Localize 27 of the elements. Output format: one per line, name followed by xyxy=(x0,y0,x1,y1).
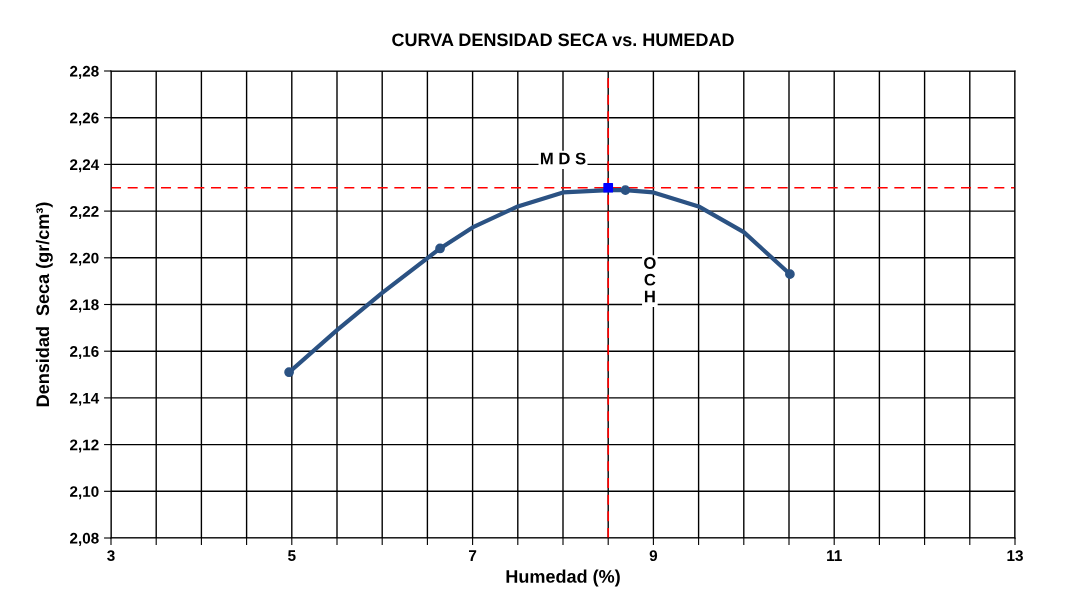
x-tick-label: 9 xyxy=(649,550,658,562)
point xyxy=(603,182,614,193)
y-tick-label: 2,28 xyxy=(69,65,99,79)
ref-line-label: O C H xyxy=(644,257,656,303)
y-tick-label: 2,18 xyxy=(69,299,99,313)
point xyxy=(435,243,445,254)
point xyxy=(785,269,795,280)
x-tick-label: 13 xyxy=(1007,550,1023,562)
x-tick-label: 3 xyxy=(107,550,115,562)
chart-title: CURVA DENSIDAD SECA vs. HUMEDAD xyxy=(392,33,734,47)
x-tick-label: 5 xyxy=(288,550,296,562)
point xyxy=(620,185,631,195)
y-tick-label: 2,14 xyxy=(69,392,100,406)
y-tick-label: 2,08 xyxy=(69,532,99,546)
x-tick-label: 11 xyxy=(827,550,842,561)
y-tick-label: 2,10 xyxy=(69,486,99,500)
y-tick-label: 2,24 xyxy=(69,159,100,173)
y-tick-label: 2,16 xyxy=(69,346,99,360)
y-tick-label: 2,26 xyxy=(69,112,99,126)
y-tick-label: 2,12 xyxy=(69,439,99,453)
y-tick-label: 2,22 xyxy=(69,205,99,219)
point xyxy=(284,367,294,378)
x-tick-label: 7 xyxy=(469,550,477,561)
y-tick-label: 2,20 xyxy=(69,252,99,266)
y-axis-title: Densidad Seca (gr/cm³) xyxy=(35,202,53,407)
ref-line-label: M D S xyxy=(540,152,586,165)
x-axis-title: Humedad (%) xyxy=(506,569,620,587)
